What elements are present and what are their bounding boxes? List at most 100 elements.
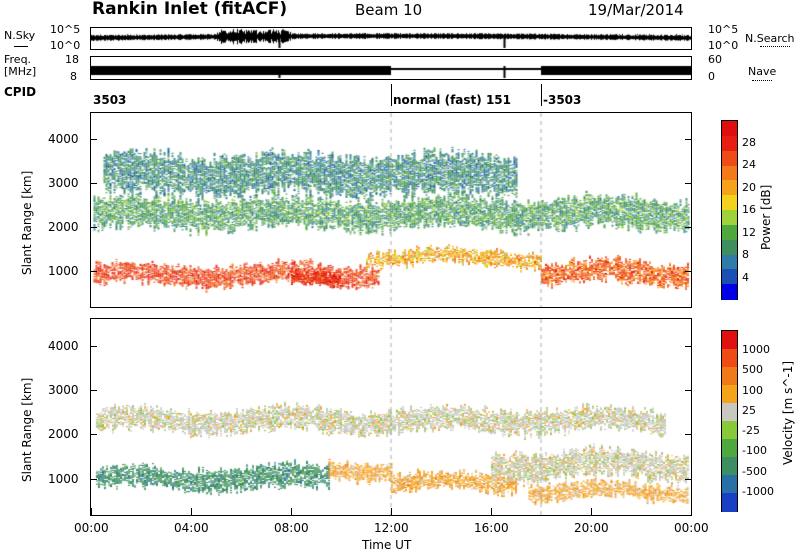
velocity-y-tick-mark-right bbox=[685, 389, 691, 391]
velocity-y-tick-mark bbox=[91, 478, 97, 480]
x-tick-label: 00:00 bbox=[674, 521, 709, 535]
nsky-tick-bottom: 10^0 bbox=[50, 39, 81, 52]
velocity-y-tick-mark bbox=[91, 434, 97, 436]
x-tick-mark bbox=[391, 508, 392, 516]
power-colorbar-swatch bbox=[722, 210, 737, 226]
cpid-segment-label: normal (fast) 151 bbox=[393, 93, 511, 107]
velocity-colorbar-tick: -25 bbox=[742, 424, 760, 438]
power-colorbar-swatch bbox=[722, 269, 737, 286]
velocity-colorbar-swatch bbox=[722, 421, 737, 440]
freq-trace bbox=[91, 57, 691, 79]
power-colorbar-swatch bbox=[722, 239, 737, 256]
x-tick-mark bbox=[291, 508, 292, 516]
nsearch-tick-top: 10^5 bbox=[708, 23, 739, 36]
x-tick-mark bbox=[191, 508, 192, 516]
power-colorbar-tick: 20 bbox=[742, 180, 756, 194]
freq-label: Freq. bbox=[4, 53, 32, 66]
power-colorbar-swatch bbox=[722, 224, 737, 241]
nsky-legend-line bbox=[14, 46, 28, 47]
nsearch-legend-line bbox=[760, 46, 790, 47]
cpid-divider bbox=[541, 84, 542, 106]
velocity-colorbar-tick: -1000 bbox=[742, 484, 774, 498]
velocity-y-tick: 1000 bbox=[48, 471, 79, 486]
velocity-colorbar-tick: -100 bbox=[742, 444, 767, 458]
nave-legend-line bbox=[752, 80, 772, 81]
velocity-y-tick-mark-right bbox=[685, 345, 691, 347]
velocity-y-tick-mark bbox=[91, 345, 97, 347]
cpid-label: CPID bbox=[4, 85, 37, 99]
x-tick-label: 12:00 bbox=[374, 521, 409, 535]
velocity-colorbar-tick: 25 bbox=[742, 403, 756, 417]
freq-tick-bottom: 8 bbox=[70, 70, 77, 83]
velocity-colorbar-swatch bbox=[722, 475, 737, 494]
x-tick-mark bbox=[691, 508, 692, 516]
velocity-colorbar-swatch bbox=[722, 367, 737, 386]
power-y-tick: 1000 bbox=[48, 264, 79, 278]
power-colorbar-label: Power [dB] bbox=[759, 184, 773, 250]
power-colorbar-swatch bbox=[722, 284, 737, 300]
x-tick-mark bbox=[91, 508, 92, 516]
power-y-tick-mark bbox=[91, 139, 97, 141]
power-panel bbox=[90, 112, 692, 308]
power-y-tick: 2000 bbox=[48, 220, 79, 235]
velocity-colorbar-tick: 1000 bbox=[742, 343, 770, 357]
power-colorbar-tick: 24 bbox=[742, 158, 756, 171]
power-colorbar bbox=[721, 120, 738, 300]
nave-tick-bottom: 0 bbox=[708, 70, 715, 83]
nave-tick-top: 60 bbox=[708, 53, 722, 66]
nsearch-label: N.Search bbox=[745, 32, 795, 45]
velocity-y-tick-mark bbox=[91, 389, 97, 391]
power-colorbar-tick: 12 bbox=[742, 225, 756, 239]
velocity-colorbar-swatch bbox=[722, 331, 737, 350]
power-y-tick: 3000 bbox=[48, 176, 79, 191]
velocity-colorbar-tick: 100 bbox=[742, 383, 763, 397]
x-tick-mark bbox=[591, 508, 592, 516]
power-y-tick-mark-right bbox=[685, 183, 691, 185]
velocity-heatmap bbox=[91, 319, 691, 515]
velocity-panel bbox=[90, 318, 692, 516]
power-y-tick: 4000 bbox=[48, 132, 79, 147]
beam-title: Beam 10 bbox=[355, 1, 423, 19]
nave-label: Nave bbox=[748, 65, 777, 78]
nsky-tick-top: 10^5 bbox=[50, 23, 81, 36]
power-colorbar-tick: 4 bbox=[742, 270, 749, 284]
power-heatmap bbox=[91, 113, 691, 307]
station-title: Rankin Inlet (fitACF) bbox=[92, 0, 288, 19]
date-title: 19/Mar/2014 bbox=[588, 1, 684, 19]
velocity-colorbar-swatch bbox=[722, 385, 737, 404]
power-y-label: Slant Range [km] bbox=[20, 170, 34, 275]
velocity-colorbar-swatch bbox=[722, 457, 737, 476]
power-y-tick-mark bbox=[91, 227, 97, 229]
velocity-colorbar-swatch bbox=[722, 493, 737, 512]
velocity-colorbar bbox=[721, 330, 738, 512]
velocity-colorbar-label: Velocity [m s^-1] bbox=[781, 360, 795, 465]
cpid-divider bbox=[391, 84, 392, 106]
velocity-y-tick: 3000 bbox=[48, 382, 79, 397]
velocity-colorbar-tick: 500 bbox=[742, 363, 763, 377]
x-axis-label: Time UT bbox=[362, 538, 412, 552]
power-colorbar-tick: 28 bbox=[742, 135, 756, 149]
cpid-segment-label: 3503 bbox=[93, 93, 127, 107]
power-y-tick-mark bbox=[91, 271, 97, 272]
power-colorbar-swatch bbox=[722, 150, 737, 167]
nsky-label: N.Sky bbox=[4, 29, 36, 42]
power-y-tick-mark-right bbox=[685, 139, 691, 141]
velocity-y-tick: 2000 bbox=[48, 427, 79, 442]
power-colorbar-tick: 8 bbox=[742, 248, 749, 261]
cpid-segment-label: -3503 bbox=[543, 93, 582, 107]
power-colorbar-swatch bbox=[722, 195, 737, 211]
freq-panel bbox=[90, 56, 692, 80]
x-tick-mark bbox=[491, 508, 492, 516]
velocity-colorbar-swatch bbox=[722, 439, 737, 458]
freq-tick-top: 18 bbox=[65, 53, 79, 66]
power-colorbar-swatch bbox=[722, 180, 737, 197]
power-y-tick-mark-right bbox=[685, 271, 691, 272]
power-y-tick-mark-right bbox=[685, 227, 691, 229]
x-tick-label: 08:00 bbox=[274, 521, 309, 535]
velocity-y-tick-mark-right bbox=[685, 478, 691, 480]
power-colorbar-swatch bbox=[722, 135, 737, 152]
x-tick-label: 20:00 bbox=[574, 521, 609, 535]
velocity-colorbar-tick: -500 bbox=[742, 464, 767, 478]
velocity-y-tick: 4000 bbox=[48, 338, 79, 353]
